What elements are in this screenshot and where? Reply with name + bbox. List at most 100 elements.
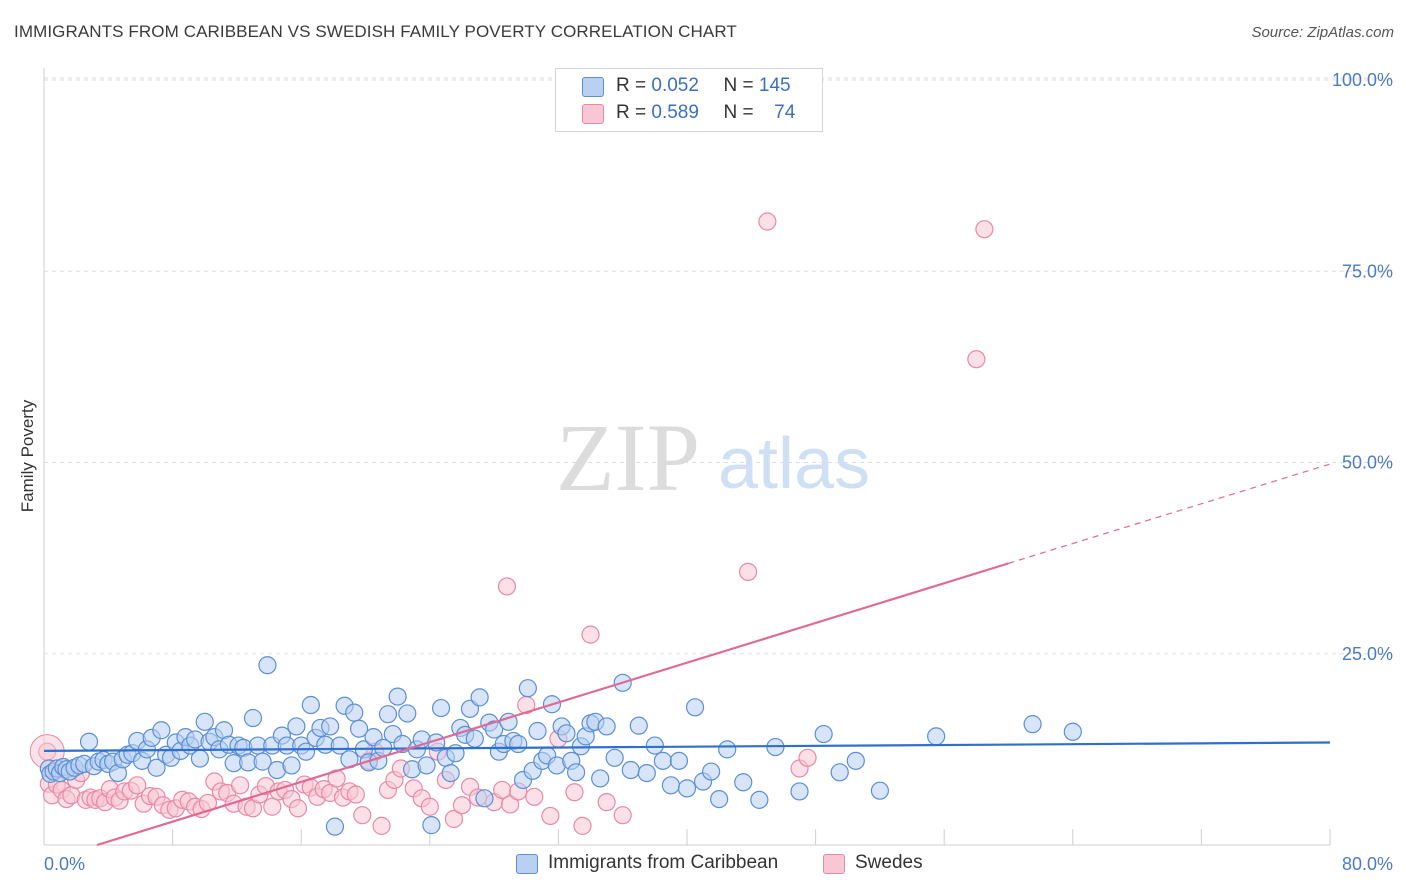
caribbean-point: [190, 749, 210, 768]
caribbean-point: [685, 698, 705, 717]
caribbean-point: [441, 763, 460, 783]
caribbean-point: [677, 779, 697, 798]
swedes-point: [288, 799, 308, 818]
y-tick-label: 25.0%: [1342, 644, 1393, 664]
swedes-point: [798, 748, 817, 767]
caribbean-point: [870, 781, 890, 800]
swedes-point: [541, 806, 560, 826]
legend-n-value: 145: [758, 75, 791, 96]
x-tick-label: 0.0%: [44, 854, 85, 874]
caribbean-trend-line: [43, 741, 1331, 753]
swedes-point: [975, 220, 994, 239]
swedes-point: [597, 793, 616, 812]
swedes-point: [353, 806, 372, 825]
caribbean-point: [814, 724, 833, 744]
swedes-point: [565, 783, 584, 802]
swedes-point: [128, 776, 147, 795]
caribbean-point: [79, 732, 99, 751]
caribbean-point: [475, 789, 494, 808]
caribbean-point: [325, 817, 345, 836]
caribbean-point: [557, 724, 576, 743]
caribbean-point: [702, 762, 721, 781]
series-swatch-pink: [823, 854, 845, 874]
x-tick-label: 80.0%: [1342, 854, 1393, 874]
caribbean-point: [1063, 722, 1082, 741]
chart-title: IMMIGRANTS FROM CARIBBEAN VS SWEDISH FAM…: [14, 22, 737, 41]
caribbean-point: [591, 769, 610, 788]
caribbean-point: [388, 687, 407, 706]
swedes-point: [613, 806, 632, 825]
watermark-zip: ZIP: [556, 404, 700, 511]
correlation-legend: R = 0.052 N = 145 R = 0.589 N = 74: [555, 68, 823, 132]
caribbean-point: [653, 751, 672, 770]
tick-labels: 25.0% 50.0% 75.0% 100.0% 0.0% 80.0%: [44, 70, 1393, 874]
swedes-point: [738, 562, 758, 581]
y-tick-label: 75.0%: [1342, 261, 1393, 281]
chart-source: Source: ZipAtlas.com: [1251, 24, 1394, 41]
swedes-point: [231, 776, 250, 795]
caribbean-point: [734, 773, 753, 792]
caribbean-point: [465, 729, 484, 748]
caribbean-point: [846, 751, 865, 770]
caribbean-point: [398, 704, 417, 723]
caribbean-point: [927, 727, 946, 746]
legend-r-label: R =: [616, 75, 647, 96]
caribbean-point: [152, 721, 171, 740]
grid-lines: [44, 77, 1392, 655]
series-label-swedes: Swedes: [855, 852, 923, 873]
caribbean-point: [349, 719, 369, 738]
caribbean-point: [509, 734, 528, 754]
swedes-trend-line-dashed: [1008, 463, 1331, 564]
caribbean-points: [39, 656, 1082, 836]
caribbean-point: [485, 720, 504, 739]
caribbean-point: [1023, 715, 1042, 734]
legend-r-value: 0.052: [651, 75, 699, 96]
legend-r-label: R =: [616, 102, 647, 123]
caribbean-point: [669, 751, 689, 770]
series-label-caribbean: Immigrants from Caribbean: [548, 852, 779, 873]
caribbean-point: [147, 758, 166, 777]
legend-n-label: N =: [723, 75, 754, 96]
caribbean-point: [645, 736, 664, 755]
swedes-point: [967, 350, 986, 369]
legend-swatch-pink: [582, 104, 604, 124]
swedes-point: [444, 809, 464, 829]
legend-n-value: 74: [774, 102, 796, 123]
trend-lines: [43, 463, 1331, 847]
caribbean-point: [378, 705, 398, 724]
caribbean-point: [629, 716, 648, 735]
caribbean-point: [566, 763, 586, 782]
caribbean-point: [661, 776, 681, 795]
caribbean-point: [345, 703, 364, 722]
swedes-point: [372, 816, 391, 835]
y-axis-label: Family Poverty: [18, 399, 37, 512]
caribbean-point: [528, 721, 547, 741]
swedes-point: [420, 797, 439, 816]
caribbean-point: [750, 790, 769, 809]
caribbean-point: [597, 717, 616, 736]
caribbean-point: [422, 816, 441, 835]
series-legend: Immigrants from Caribbean Swedes: [0, 852, 1406, 878]
swedes-point: [497, 577, 517, 596]
legend-n-label: N =: [723, 102, 754, 123]
caribbean-point: [830, 763, 849, 782]
swedes-point: [573, 816, 592, 835]
caribbean-point: [258, 656, 277, 675]
y-tick-label: 100.0%: [1332, 70, 1393, 90]
caribbean-point: [253, 752, 272, 771]
y-tick-label: 50.0%: [1342, 453, 1393, 473]
caribbean-point: [621, 760, 640, 780]
caribbean-point: [518, 679, 537, 698]
caribbean-point: [470, 688, 489, 707]
swedes-trend-line: [96, 562, 1009, 847]
caribbean-point: [296, 742, 316, 761]
caribbean-point: [431, 698, 451, 718]
caribbean-point: [282, 756, 301, 775]
swedes-point: [758, 212, 777, 231]
swedes-point: [452, 796, 472, 815]
axes: [43, 68, 1331, 846]
swedes-point: [263, 797, 282, 816]
caribbean-point: [321, 717, 340, 736]
caribbean-point: [417, 756, 436, 775]
legend-r-value: 0.589: [651, 102, 699, 123]
